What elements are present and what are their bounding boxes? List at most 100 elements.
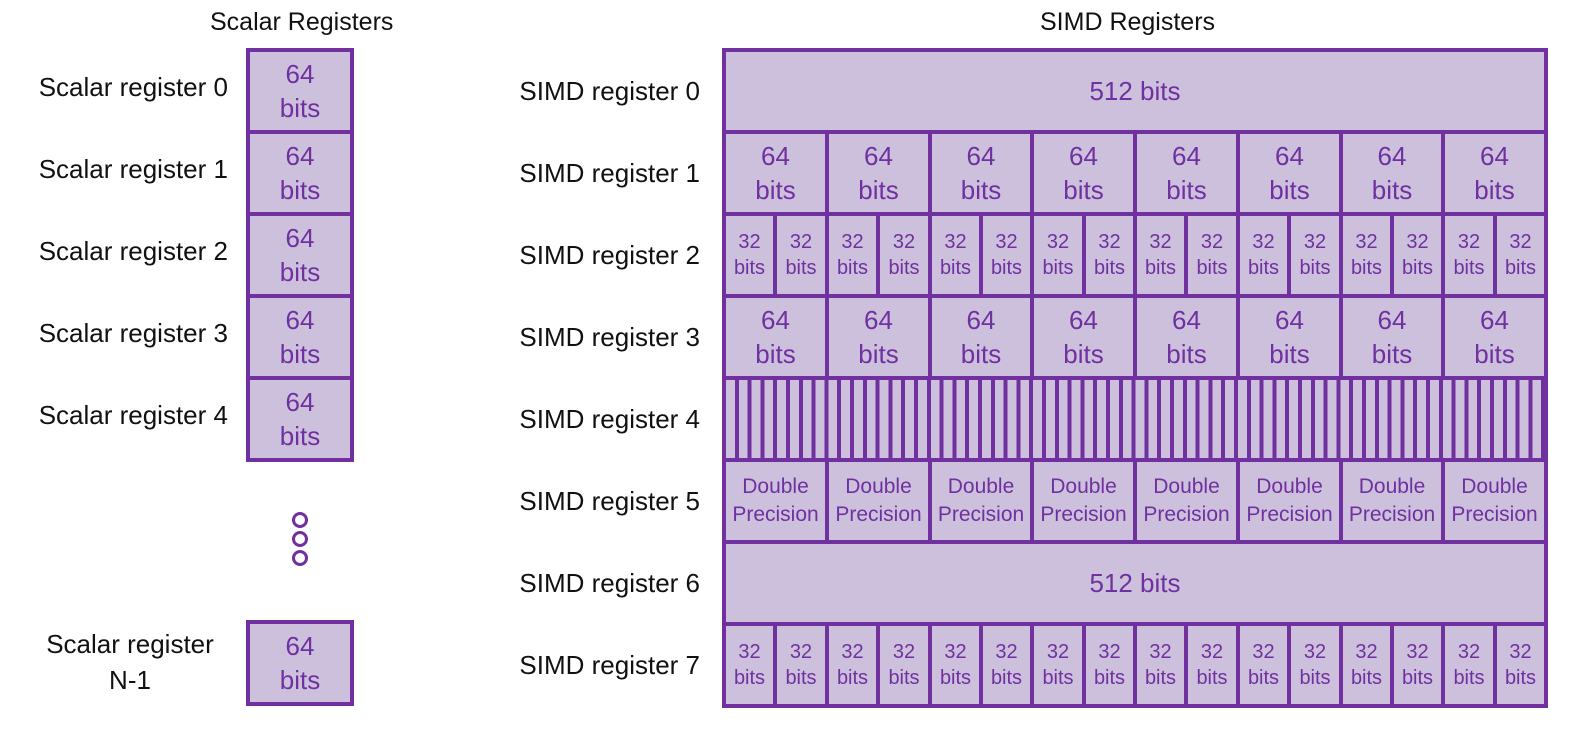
- cell-line-2: Precision: [937, 503, 1025, 526]
- simd-register-7-lane-1: 32 bits: [773, 622, 829, 708]
- cell-line-1: 32: [1406, 230, 1429, 253]
- simd-register-7-lane-2: 32 bits: [825, 622, 880, 708]
- cell-line-2: bits: [1299, 667, 1331, 689]
- scalar-register-cell-3: 64 bits: [246, 294, 354, 380]
- simd-register-7-lane-4: 32 bits: [928, 622, 983, 708]
- scalar-register-label-0: Scalar register 0: [38, 72, 228, 102]
- cell-line-1: 32: [944, 230, 967, 253]
- simd-register-label-1: SIMD register 1: [519, 158, 700, 188]
- cell-line-1: 64: [285, 222, 315, 253]
- scalar-register-label-4: Scalar register 4: [38, 400, 228, 430]
- simd-register-1-lane-6: 64 bits: [1339, 130, 1445, 216]
- cell-line-1: 64: [1069, 140, 1098, 171]
- cell-line-2: Precision: [835, 503, 922, 526]
- cell-line-2: bits: [990, 667, 1023, 689]
- simd-register-3-lane-2: 64 bits: [928, 294, 1034, 380]
- simd-register-3-lane-6: 64 bits: [1339, 294, 1445, 380]
- scalar-register-cell-1: 64 bits: [246, 130, 354, 216]
- scalar-register-last-cell: 64 bits: [246, 620, 354, 706]
- cell-line-2: bits: [785, 257, 817, 279]
- cell-line-2: bits: [1299, 257, 1331, 279]
- simd-register-5-lane-5: Double Precision: [1236, 458, 1343, 544]
- cell-line-1: 32: [1252, 230, 1275, 253]
- simd-register-2-lane-11: 32 bits: [1287, 212, 1343, 298]
- simd-register-7-lane-12: 32 bits: [1339, 622, 1394, 708]
- cell-line-1: 64: [1172, 140, 1201, 171]
- simd-register-1-lane-7: 64 bits: [1441, 130, 1548, 216]
- scalar-register-last-label-line2: N-1: [109, 665, 151, 695]
- scalar-register-cell-4: 64 bits: [246, 376, 354, 462]
- scalar-register-label-2: Scalar register 2: [38, 236, 228, 266]
- cell-line-1: 64: [761, 304, 790, 335]
- simd-register-1-lane-5: 64 bits: [1236, 130, 1343, 216]
- simd-register-0-cell: 512 bits: [722, 48, 1548, 134]
- simd-register-label-7: SIMD register 7: [519, 650, 700, 680]
- cell-line-1: 32: [1303, 640, 1327, 663]
- scalar-register-label-3: Scalar register 3: [38, 318, 228, 348]
- cell-line-2: bits: [1453, 257, 1485, 279]
- cell-line-1: 64: [285, 140, 315, 171]
- cell-line-1: 64: [1377, 140, 1407, 171]
- simd-register-2-lane-5: 32 bits: [979, 212, 1034, 298]
- simd-register-7-lane-6: 32 bits: [1030, 622, 1086, 708]
- cell-line-1: 64: [864, 140, 893, 171]
- cell-line-2: bits: [1042, 257, 1074, 279]
- cell-line-1: 32: [1355, 640, 1378, 663]
- simd-register-label-6: SIMD register 6: [519, 568, 700, 598]
- cell-line-2: bits: [1063, 175, 1104, 205]
- simd-register-label-0: SIMD register 0: [519, 76, 700, 106]
- cell-line-2: bits: [1504, 667, 1537, 689]
- cell-line-2: Precision: [732, 503, 819, 526]
- simd-register-6-cell: 512 bits: [722, 540, 1548, 626]
- cell-line-2: Precision: [1040, 503, 1127, 526]
- simd-register-2-lane-3: 32 bits: [876, 212, 932, 298]
- simd-register-7-lane-14: 32 bits: [1441, 622, 1497, 708]
- cell-line-2: bits: [1371, 339, 1413, 369]
- simd-register-2-lane-12: 32 bits: [1339, 212, 1394, 298]
- cell-line-1: 32: [892, 640, 916, 663]
- cell-line-1: 32: [1252, 640, 1275, 663]
- cell-line-2: bits: [1196, 667, 1228, 689]
- cell-line-1: 32: [995, 230, 1018, 253]
- cell-line-2: bits: [733, 667, 766, 689]
- cell-line-1: 32: [841, 230, 864, 253]
- scalar-register-cell-2: 64 bits: [246, 212, 354, 298]
- cell-line-2: bits: [1196, 257, 1228, 279]
- simd-register-7-lane-15: 32 bits: [1493, 622, 1548, 708]
- cell-line-1: Double: [947, 475, 1015, 499]
- simd-register-3-lane-1: 64 bits: [825, 294, 932, 380]
- simd-register-1-lane-1: 64 bits: [825, 130, 932, 216]
- simd-register-7-lane-11: 32 bits: [1287, 622, 1343, 708]
- cell-line-1: 32: [1406, 640, 1429, 663]
- cell-line-1: Double: [1256, 475, 1323, 499]
- cell-line-1: 64: [864, 304, 893, 335]
- cell-line-1: 64: [285, 386, 315, 417]
- cell-line-2: bits: [960, 339, 1002, 369]
- cell-line-2: bits: [1042, 667, 1074, 689]
- cell-line-1: 32: [995, 640, 1018, 663]
- cell-line-1: 64: [1069, 304, 1098, 335]
- simd-register-2-lane-1: 32 bits: [773, 212, 829, 298]
- cell-line-2: bits: [836, 257, 869, 279]
- cell-line-2: Precision: [1246, 503, 1333, 526]
- simd-register-7-lane-13: 32 bits: [1390, 622, 1445, 708]
- simd-register-7-lane-5: 32 bits: [979, 622, 1034, 708]
- cell-line-2: bits: [1371, 175, 1413, 205]
- simd-register-5-lane-1: Double Precision: [825, 458, 932, 544]
- simd-register-2-lane-10: 32 bits: [1236, 212, 1291, 298]
- simd-register-label-4: SIMD register 4: [519, 404, 700, 434]
- simd-register-5-lane-3: Double Precision: [1030, 458, 1137, 544]
- cell-line-1: 32: [1046, 640, 1070, 663]
- cell-line-2: bits: [858, 339, 899, 369]
- simd-register-7-lane-10: 32 bits: [1236, 622, 1291, 708]
- cell-line-1: 64: [1172, 304, 1201, 335]
- cell-line-1: 64: [1275, 304, 1304, 335]
- cell-line-1: Double: [1050, 475, 1117, 499]
- cell-line-1: 64: [1480, 140, 1509, 171]
- cell-line-1: 32: [789, 230, 813, 253]
- cell-line-2: bits: [1247, 257, 1280, 279]
- cell-line-2: bits: [1144, 257, 1177, 279]
- cell-line-2: bits: [1144, 667, 1177, 689]
- cell-line-2: Precision: [1143, 503, 1230, 526]
- simd-register-3-lane-0: 64 bits: [722, 294, 829, 380]
